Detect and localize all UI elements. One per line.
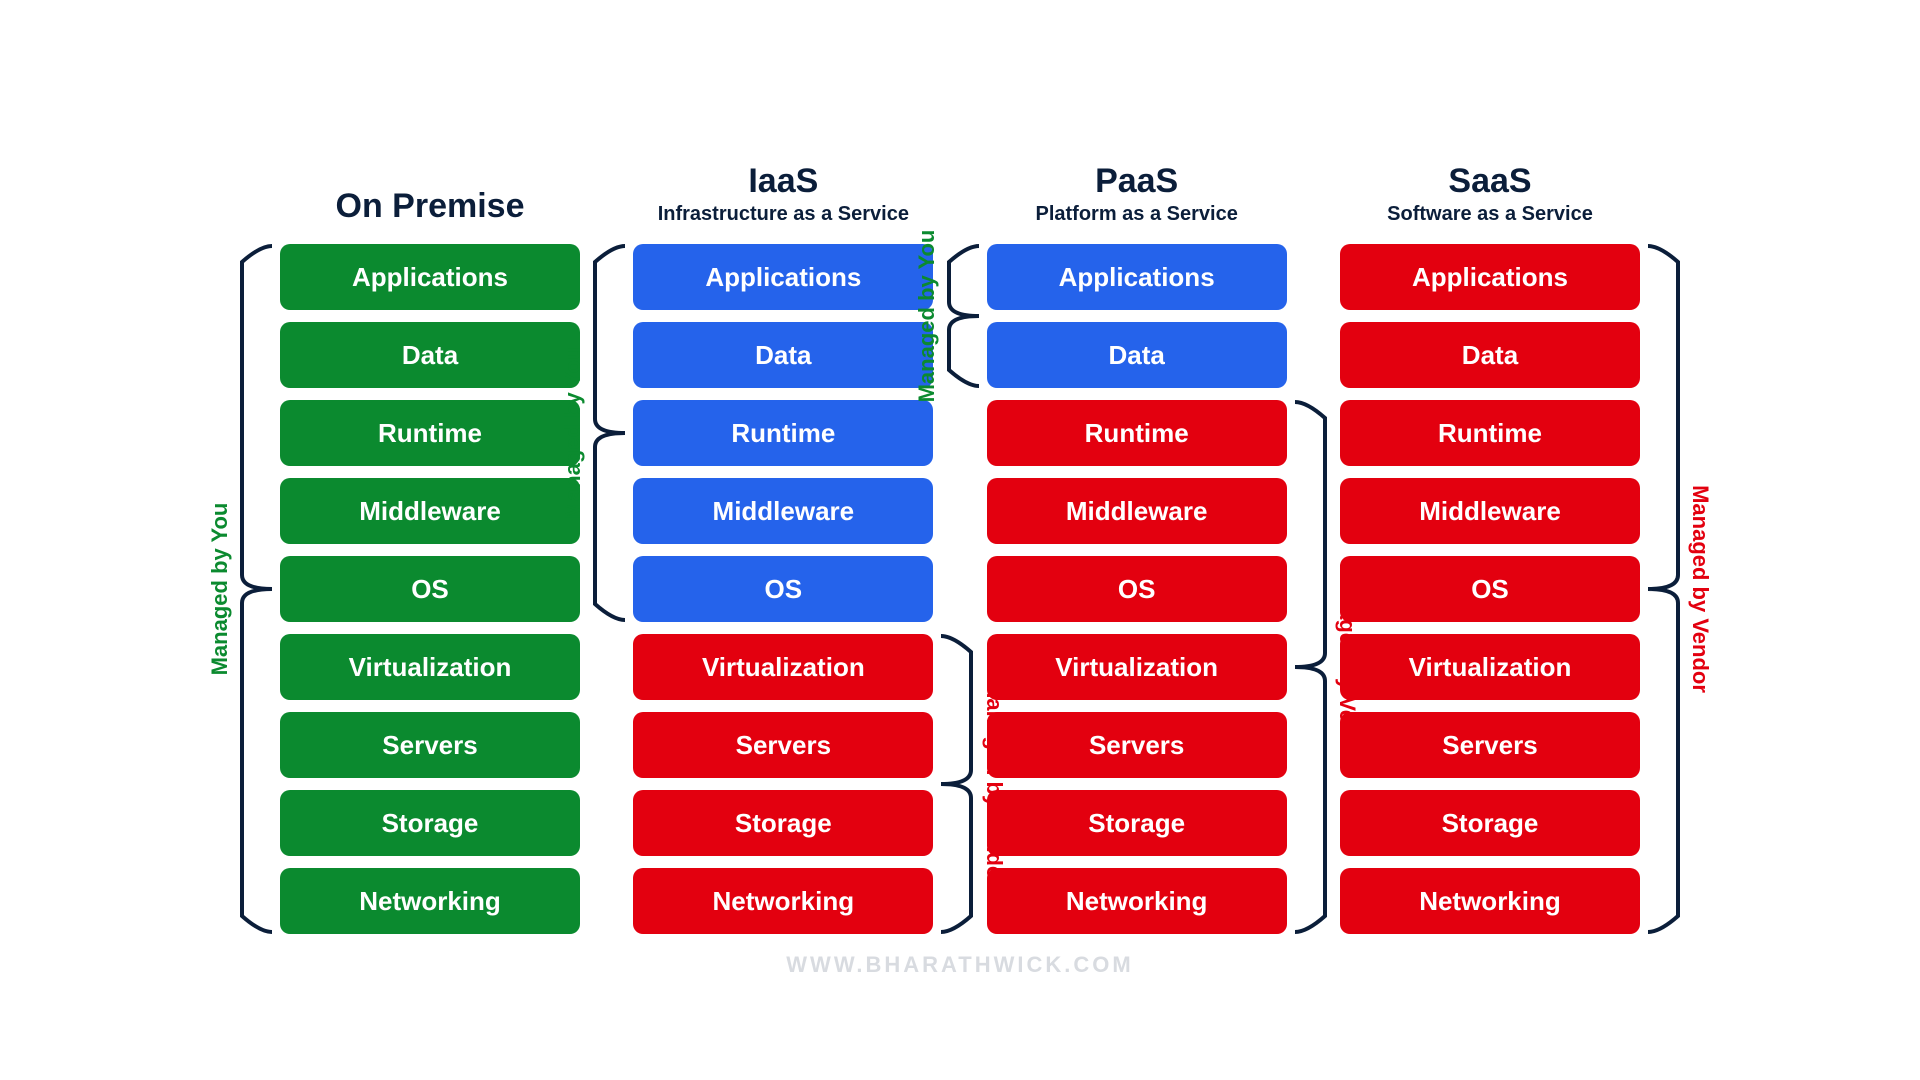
layer-runtime: Runtime [280,400,580,466]
layer-applications: Applications [1340,244,1640,310]
layer-applications: Applications [987,244,1287,310]
columns-container: On Premise Applications Data Runtime Middlew… [220,142,1700,938]
layer-os: OS [987,556,1287,622]
layer-runtime: Runtime [633,400,933,466]
layer-storage: Storage [1340,790,1640,856]
column-header: On Premise [336,142,525,226]
column-header: PaaSPlatform as a Service [1035,142,1237,226]
vendor-label: Managed by Vendor [1687,485,1713,693]
layer-data: Data [633,322,933,388]
layer-virtualization: Virtualization [280,634,580,700]
you-brace [591,244,625,627]
vendor-brace [1295,400,1329,939]
layer-middleware: Middleware [280,478,580,544]
layer-stack: Applications Data Runtime Middleware OS Virtu… [280,240,580,938]
layer-data: Data [280,322,580,388]
layer-middleware: Middleware [987,478,1287,544]
diagram-canvas: On Premise Applications Data Runtime Middlew… [220,142,1700,938]
layer-servers: Servers [633,712,933,778]
layer-stack: Applications Data Runtime Middleware OS Virtu… [987,240,1287,938]
layer-virtualization: Virtualization [1340,634,1640,700]
column-subtitle: Infrastructure as a Service [658,203,909,226]
column-onprem: On Premise Applications Data Runtime Middlew… [280,142,580,938]
layer-servers: Servers [987,712,1287,778]
layer-stack: Applications Data Runtime Middleware OS Virtu… [633,240,933,938]
layer-data: Data [1340,322,1640,388]
column-title: SaaS [1448,162,1531,201]
you-label: Managed by You [914,230,940,403]
you-brace [238,244,272,939]
layer-servers: Servers [280,712,580,778]
you-brace [945,244,979,393]
column-header: IaaSInfrastructure as a Service [658,142,909,226]
footer-credit: WWW.BHARATHWICK.COM [786,952,1133,978]
column-title: PaaS [1095,162,1178,201]
column-saas: SaaSSoftware as a Service Applications Dat… [1340,142,1640,938]
vendor-brace [1648,244,1682,939]
layer-virtualization: Virtualization [987,634,1287,700]
layer-middleware: Middleware [1340,478,1640,544]
layer-applications: Applications [633,244,933,310]
layer-servers: Servers [1340,712,1640,778]
layer-networking: Networking [987,868,1287,934]
you-label: Managed by You [560,347,586,520]
column-iaas: IaaSInfrastructure as a Service Applicati… [633,142,933,938]
layer-data: Data [987,322,1287,388]
layer-stack: Applications Data Runtime Middleware OS Virtu… [1340,240,1640,938]
column-header: SaaSSoftware as a Service [1387,142,1593,226]
column-title: On Premise [336,187,525,226]
layer-virtualization: Virtualization [633,634,933,700]
layer-networking: Networking [1340,868,1640,934]
layer-runtime: Runtime [987,400,1287,466]
layer-runtime: Runtime [1340,400,1640,466]
column-subtitle: Platform as a Service [1035,203,1237,226]
layer-middleware: Middleware [633,478,933,544]
layer-os: OS [633,556,933,622]
column-paas: PaaSPlatform as a Service Applications Dat… [987,142,1287,938]
layer-applications: Applications [280,244,580,310]
layer-storage: Storage [280,790,580,856]
layer-os: OS [1340,556,1640,622]
column-subtitle: Software as a Service [1387,203,1593,226]
vendor-brace [941,634,975,939]
column-title: IaaS [748,162,818,201]
layer-os: OS [280,556,580,622]
layer-storage: Storage [633,790,933,856]
layer-networking: Networking [633,868,933,934]
layer-networking: Networking [280,868,580,934]
layer-storage: Storage [987,790,1287,856]
you-label: Managed by You [207,503,233,676]
